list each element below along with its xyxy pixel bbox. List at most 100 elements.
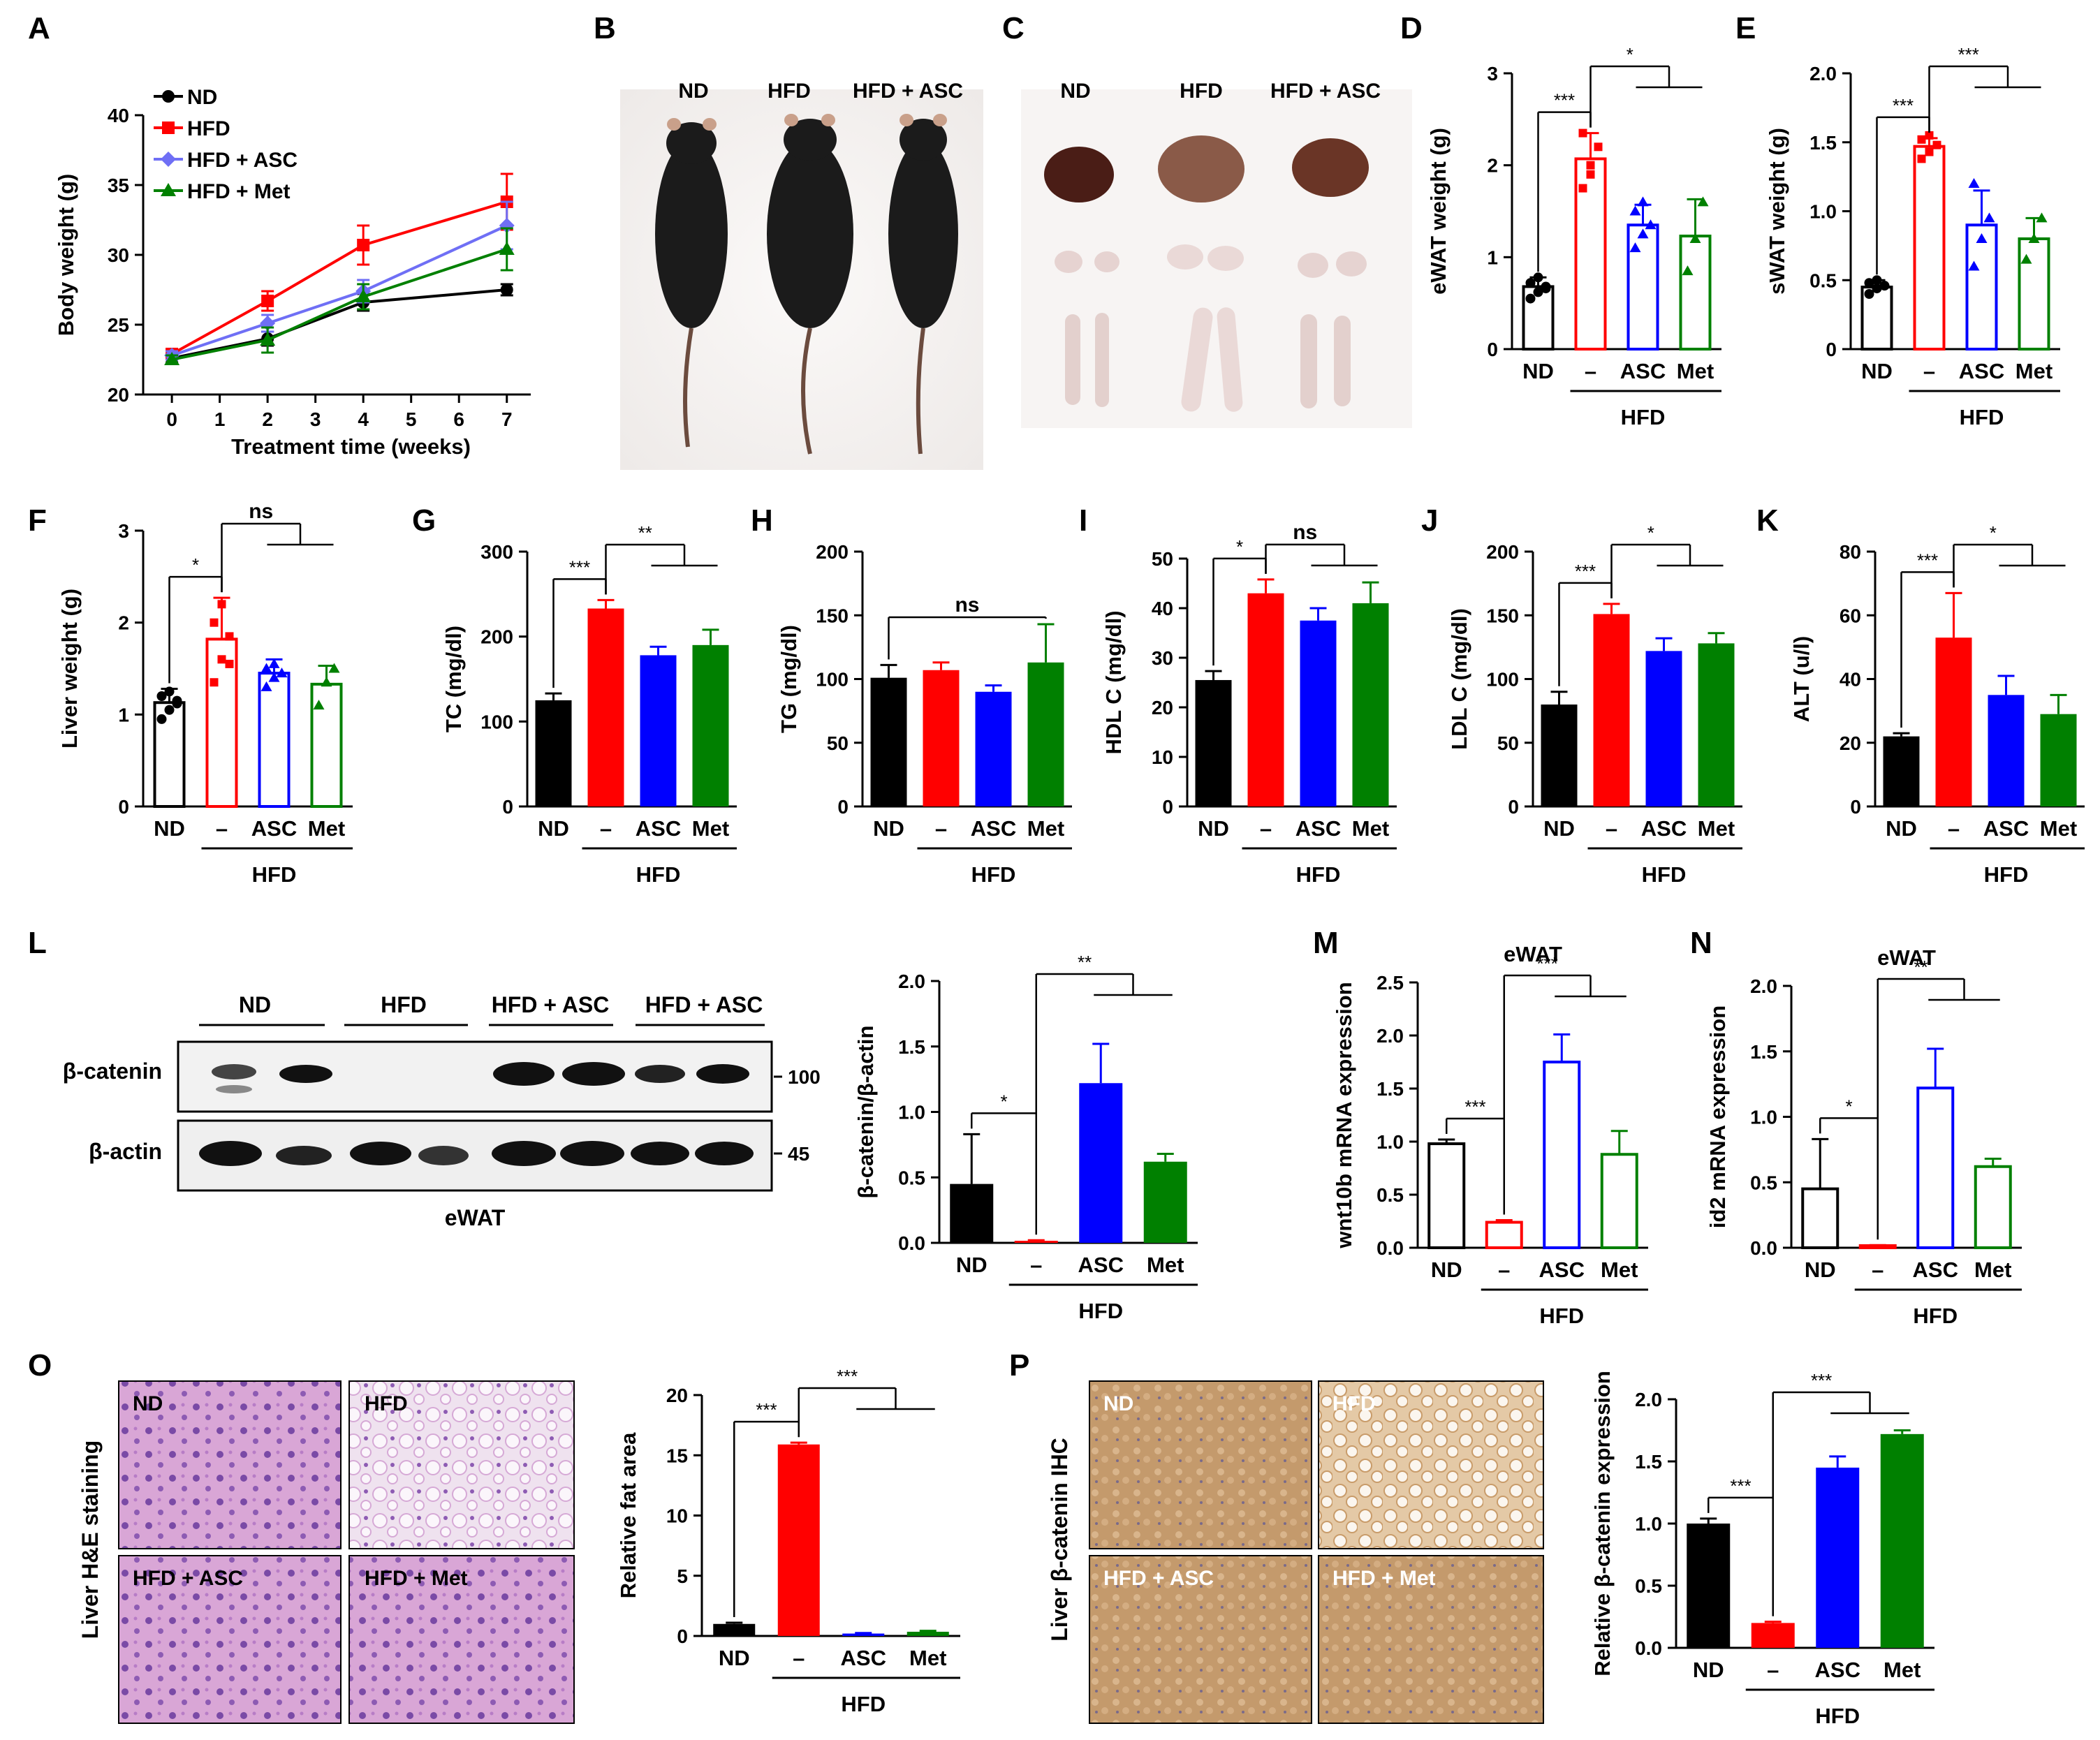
y-tick-label: 40 — [1152, 598, 1173, 619]
dot-3 — [313, 700, 325, 710]
x-tick-label: ASC — [1078, 1253, 1124, 1277]
he-tile-hfd — [348, 1380, 575, 1549]
dot-2 — [1629, 205, 1641, 216]
x-tick-label: Met — [909, 1646, 946, 1670]
y-tick-label: 2.0 — [898, 971, 925, 992]
he-tile-label-hfd-asc: HFD + ASC — [133, 1567, 243, 1590]
dot-1 — [225, 632, 234, 641]
y-tick-label: 10 — [1152, 746, 1173, 768]
dot-2 — [268, 672, 280, 682]
x-tick-label: ASC — [636, 816, 681, 841]
sig-label: ns — [249, 500, 273, 523]
bar-1 — [923, 670, 960, 806]
x-tick-label: 5 — [406, 408, 417, 430]
x-tick-label: – — [1030, 1253, 1042, 1277]
bar-3 — [1974, 1165, 2012, 1249]
y-tick-label: 0.5 — [1635, 1575, 1662, 1597]
hfd-group-label: HFD — [1815, 1704, 1860, 1728]
y-tick-label: 20 — [1152, 697, 1173, 718]
bar-0 — [713, 1623, 756, 1636]
x-tick-label: Met — [1677, 359, 1714, 383]
y-tick-label: 200 — [816, 541, 849, 563]
sig-label: *** — [1917, 550, 1938, 570]
hfd-group-label: HFD — [1078, 1299, 1123, 1323]
organ-label-nd: ND — [1060, 80, 1090, 103]
x-tick-label: Met — [1974, 1258, 2011, 1282]
sig-label: ns — [1293, 521, 1317, 544]
x-tick-label: ASC — [251, 816, 297, 841]
x-tick-label: Met — [1884, 1658, 1921, 1682]
bar-2 — [1079, 1083, 1123, 1243]
fat-samples-long — [1065, 307, 1351, 412]
panel-letter-f: F — [28, 503, 47, 538]
panel-letter-o: O — [28, 1348, 52, 1383]
x-tick-label: ASC — [1620, 359, 1666, 383]
bar-0 — [1883, 736, 1920, 806]
dot-0 — [1533, 287, 1543, 297]
hfd-group-label: HFD — [1642, 862, 1687, 887]
bar-0 — [1541, 705, 1578, 806]
x-tick-label: – — [793, 1646, 805, 1670]
ihc-tile-label-hfd-met: HFD + Met — [1332, 1567, 1436, 1590]
ihc-tile-hfd-met — [1318, 1555, 1544, 1724]
bar-0 — [1427, 1142, 1466, 1250]
x-tick-label: Met — [1352, 816, 1389, 841]
y-tick-label: 20 — [666, 1385, 688, 1406]
sig-label: ** — [1078, 952, 1092, 973]
hfd-group-label: HFD — [1913, 1304, 1958, 1328]
panel-letter-c: C — [1002, 11, 1025, 45]
y-tick-label: 0 — [1850, 796, 1861, 818]
y-tick-label: 2.0 — [1809, 63, 1837, 84]
y-axis-label: HDL C (mg/dl) — [1101, 610, 1126, 754]
legend-label: HFD — [187, 117, 230, 140]
dot-1 — [1925, 131, 1934, 140]
y-tick-label: 5 — [677, 1565, 688, 1587]
x-axis-label: Treatment time (weeks) — [231, 434, 471, 459]
y-tick-label: 0 — [118, 796, 129, 818]
x-tick-label: Met — [2040, 816, 2077, 841]
sig-label: *** — [837, 1366, 858, 1387]
sig-label: *** — [1536, 953, 1557, 974]
legend-marker — [161, 183, 176, 196]
mouse-hfd-asc — [888, 114, 958, 455]
he-tile-label-nd: ND — [133, 1392, 163, 1415]
dot-1 — [1586, 170, 1595, 179]
x-tick-label: ND — [956, 1253, 987, 1277]
dot-3 — [2036, 212, 2048, 223]
sig-label: *** — [1554, 90, 1575, 111]
panel-e-bar-chart: 0 0.5 1.0 1.5 2.0 sWAT weight (g) ND – ASC Met HFD… — [1765, 44, 2060, 429]
x-tick-label: – — [1498, 1258, 1510, 1282]
mouse-hfd — [767, 114, 853, 455]
y-axis-label: β-catenin/β-actin — [853, 1026, 878, 1199]
data-point — [500, 283, 513, 296]
x-tick-label: Met — [1027, 816, 1064, 841]
x-tick-label: ASC — [841, 1646, 886, 1670]
beta-actin-bands — [199, 1141, 754, 1166]
y-tick-label: 1.5 — [898, 1036, 925, 1058]
blot-group-hfd: HFD — [381, 992, 427, 1017]
data-point — [355, 289, 372, 302]
bar-2 — [1988, 695, 2025, 806]
legend-label: ND — [187, 86, 217, 109]
dot-2 — [1645, 219, 1657, 230]
bar-2 — [975, 691, 1012, 806]
dot-0 — [1879, 281, 1890, 291]
y-axis-label: Relative fat area — [616, 1432, 640, 1599]
panel-c-organ-photo: ND HFD HFD + ASC — [1021, 80, 1412, 428]
panel-b-mice-photo: ND HFD HFD + ASC — [620, 80, 983, 470]
y-tick-label: 1.5 — [1750, 1041, 1777, 1063]
marker-45: 45 — [788, 1143, 809, 1165]
y-tick-label: 0.5 — [1376, 1184, 1404, 1206]
panel-h-bar-chart: 0 50 100 150 200 TG (mg/dl) ND – ASC Met HFD ns — [777, 541, 1072, 887]
hfd-group-label: HFD — [971, 862, 1016, 887]
dot-1 — [1917, 135, 1926, 144]
dot-0 — [156, 691, 167, 701]
data-point — [261, 295, 274, 307]
y-tick-label: 0.5 — [898, 1167, 925, 1188]
dot-1 — [1594, 142, 1603, 152]
panel-letter-g: G — [412, 503, 436, 538]
y-tick-label: 300 — [480, 541, 513, 563]
y-axis-label: Relative β-catenin expression — [1590, 1371, 1615, 1676]
dot-1 — [1925, 147, 1934, 156]
